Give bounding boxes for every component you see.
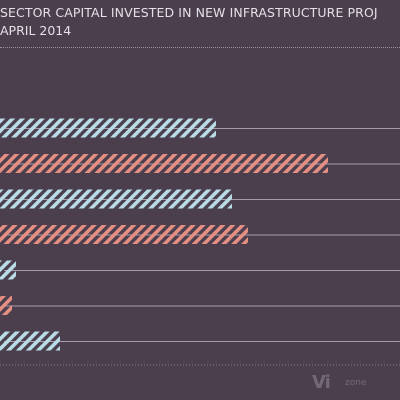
- bars: [0, 118, 328, 351]
- watermark-logo: Vi: [312, 372, 331, 393]
- header-divider: [0, 47, 400, 48]
- bar-5: [0, 260, 16, 280]
- bar-6: [0, 296, 12, 315]
- bar-3: [0, 189, 232, 209]
- watermark-logo-small: zone: [345, 378, 367, 388]
- bar-2: [0, 154, 328, 173]
- chart-title: SECTOR CAPITAL INVESTED IN NEW INFRASTRU…: [0, 5, 378, 20]
- bar-4: [0, 225, 248, 244]
- bar-1: [0, 118, 216, 138]
- chart-subtitle: APRIL 2014: [0, 23, 72, 38]
- bar-7: [0, 331, 60, 351]
